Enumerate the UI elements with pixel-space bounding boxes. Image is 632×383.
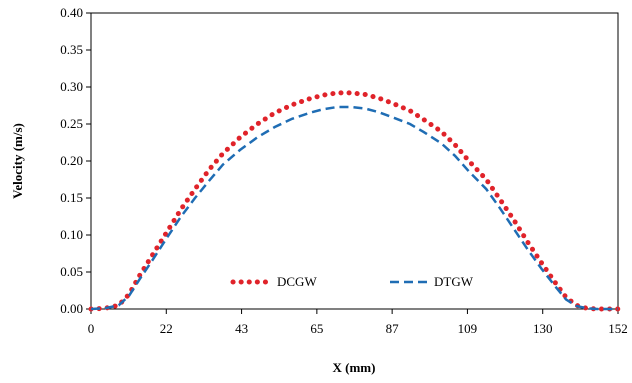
- y-tick-label: 0.35: [60, 42, 83, 57]
- x-tick-label: 0: [88, 321, 95, 336]
- legend: DCGW DTGW: [230, 274, 474, 289]
- y-tick-label: 0.00: [60, 301, 83, 316]
- y-tick-label: 0.20: [60, 153, 83, 168]
- series-line-dtgw: [90, 105, 618, 311]
- y-tick-label: 0.05: [60, 264, 83, 279]
- y-tick-label: 0.15: [60, 190, 83, 205]
- x-axis-ticks: 0 22 43 65 87 109 130 152: [88, 309, 628, 336]
- x-tick-label: 152: [608, 321, 628, 336]
- series-layer: [88, 90, 621, 312]
- y-tick-label: 0.40: [60, 5, 83, 20]
- legend-label-dcgw: DCGW: [277, 274, 317, 289]
- x-axis-title: X (mm): [333, 360, 376, 375]
- series-line-dcgw: [88, 90, 621, 312]
- x-tick-label: 109: [458, 321, 478, 336]
- x-tick-label: 130: [533, 321, 553, 336]
- y-tick-label: 0.25: [60, 116, 83, 131]
- x-tick-label: 43: [235, 321, 248, 336]
- legend-label-dtgw: DTGW: [434, 274, 474, 289]
- y-axis-ticks: 0.00 0.05 0.10 0.15 0.20 0.25 0.30 0.35 0.40: [60, 5, 91, 316]
- x-tick-label: 22: [160, 321, 173, 336]
- x-tick-label: 87: [386, 321, 400, 336]
- x-tick-label: 65: [310, 321, 323, 336]
- y-tick-label: 0.10: [60, 227, 83, 242]
- y-axis-title: Velocity (m/s): [10, 123, 25, 199]
- y-tick-label: 0.30: [60, 79, 83, 94]
